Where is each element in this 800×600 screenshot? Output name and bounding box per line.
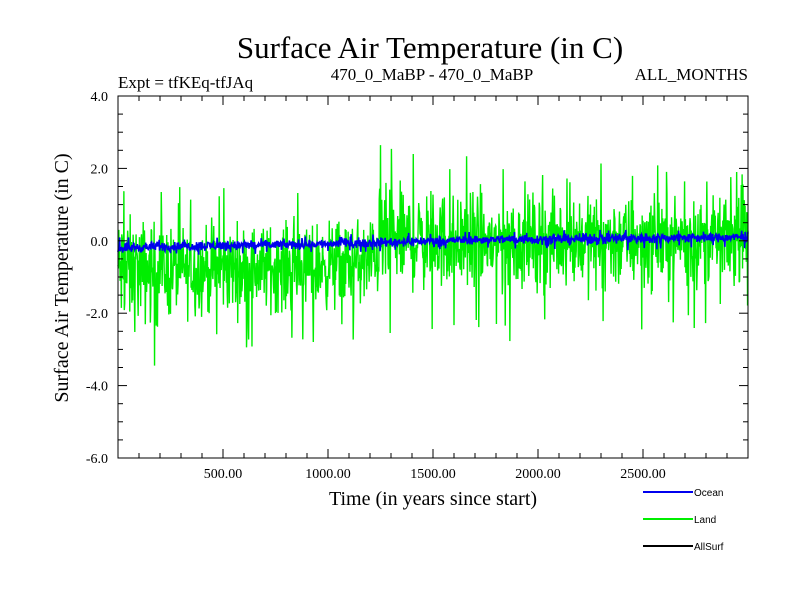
y-tick-label: 2.0 xyxy=(91,162,109,177)
x-tick-label: 2000.00 xyxy=(515,467,561,482)
legend: Ocean Land AllSurf xyxy=(643,488,724,553)
chart-subtitle-left: Expt = tfKEq-tfJAq xyxy=(118,73,254,92)
x-axis-label: Time (in years since start) xyxy=(329,488,537,510)
x-tick-label: 2500.00 xyxy=(620,467,666,482)
legend-label-ocean: Ocean xyxy=(694,488,723,499)
y-axis-label: Surface Air Temperature (in C) xyxy=(51,153,73,402)
x-tick-label: 500.00 xyxy=(204,467,243,482)
y-tick-label: -4.0 xyxy=(86,380,108,395)
x-tick-label: 1000.00 xyxy=(305,467,351,482)
chart-title: Surface Air Temperature (in C) xyxy=(237,30,623,65)
legend-label-allsurf: AllSurf xyxy=(694,542,724,553)
y-tick-label: 0.0 xyxy=(91,235,109,250)
series-line-land xyxy=(117,145,749,366)
plot-area xyxy=(117,95,749,459)
x-tick-label: 1500.00 xyxy=(410,467,456,482)
y-tick-label: 4.0 xyxy=(91,90,109,105)
chart-subtitle-center: 470_0_MaBP - 470_0_MaBP xyxy=(331,65,533,84)
y-tick-label: -6.0 xyxy=(86,452,108,467)
legend-label-land: Land xyxy=(694,515,716,526)
chart-subtitle-right: ALL_MONTHS xyxy=(635,65,748,84)
series-line-ocean xyxy=(117,229,749,255)
y-tick-label: -2.0 xyxy=(86,307,108,322)
axis-ticks: 500.00 1000.00 1500.00 2000.00 2500.00 4.0 2.0… xyxy=(86,90,748,482)
